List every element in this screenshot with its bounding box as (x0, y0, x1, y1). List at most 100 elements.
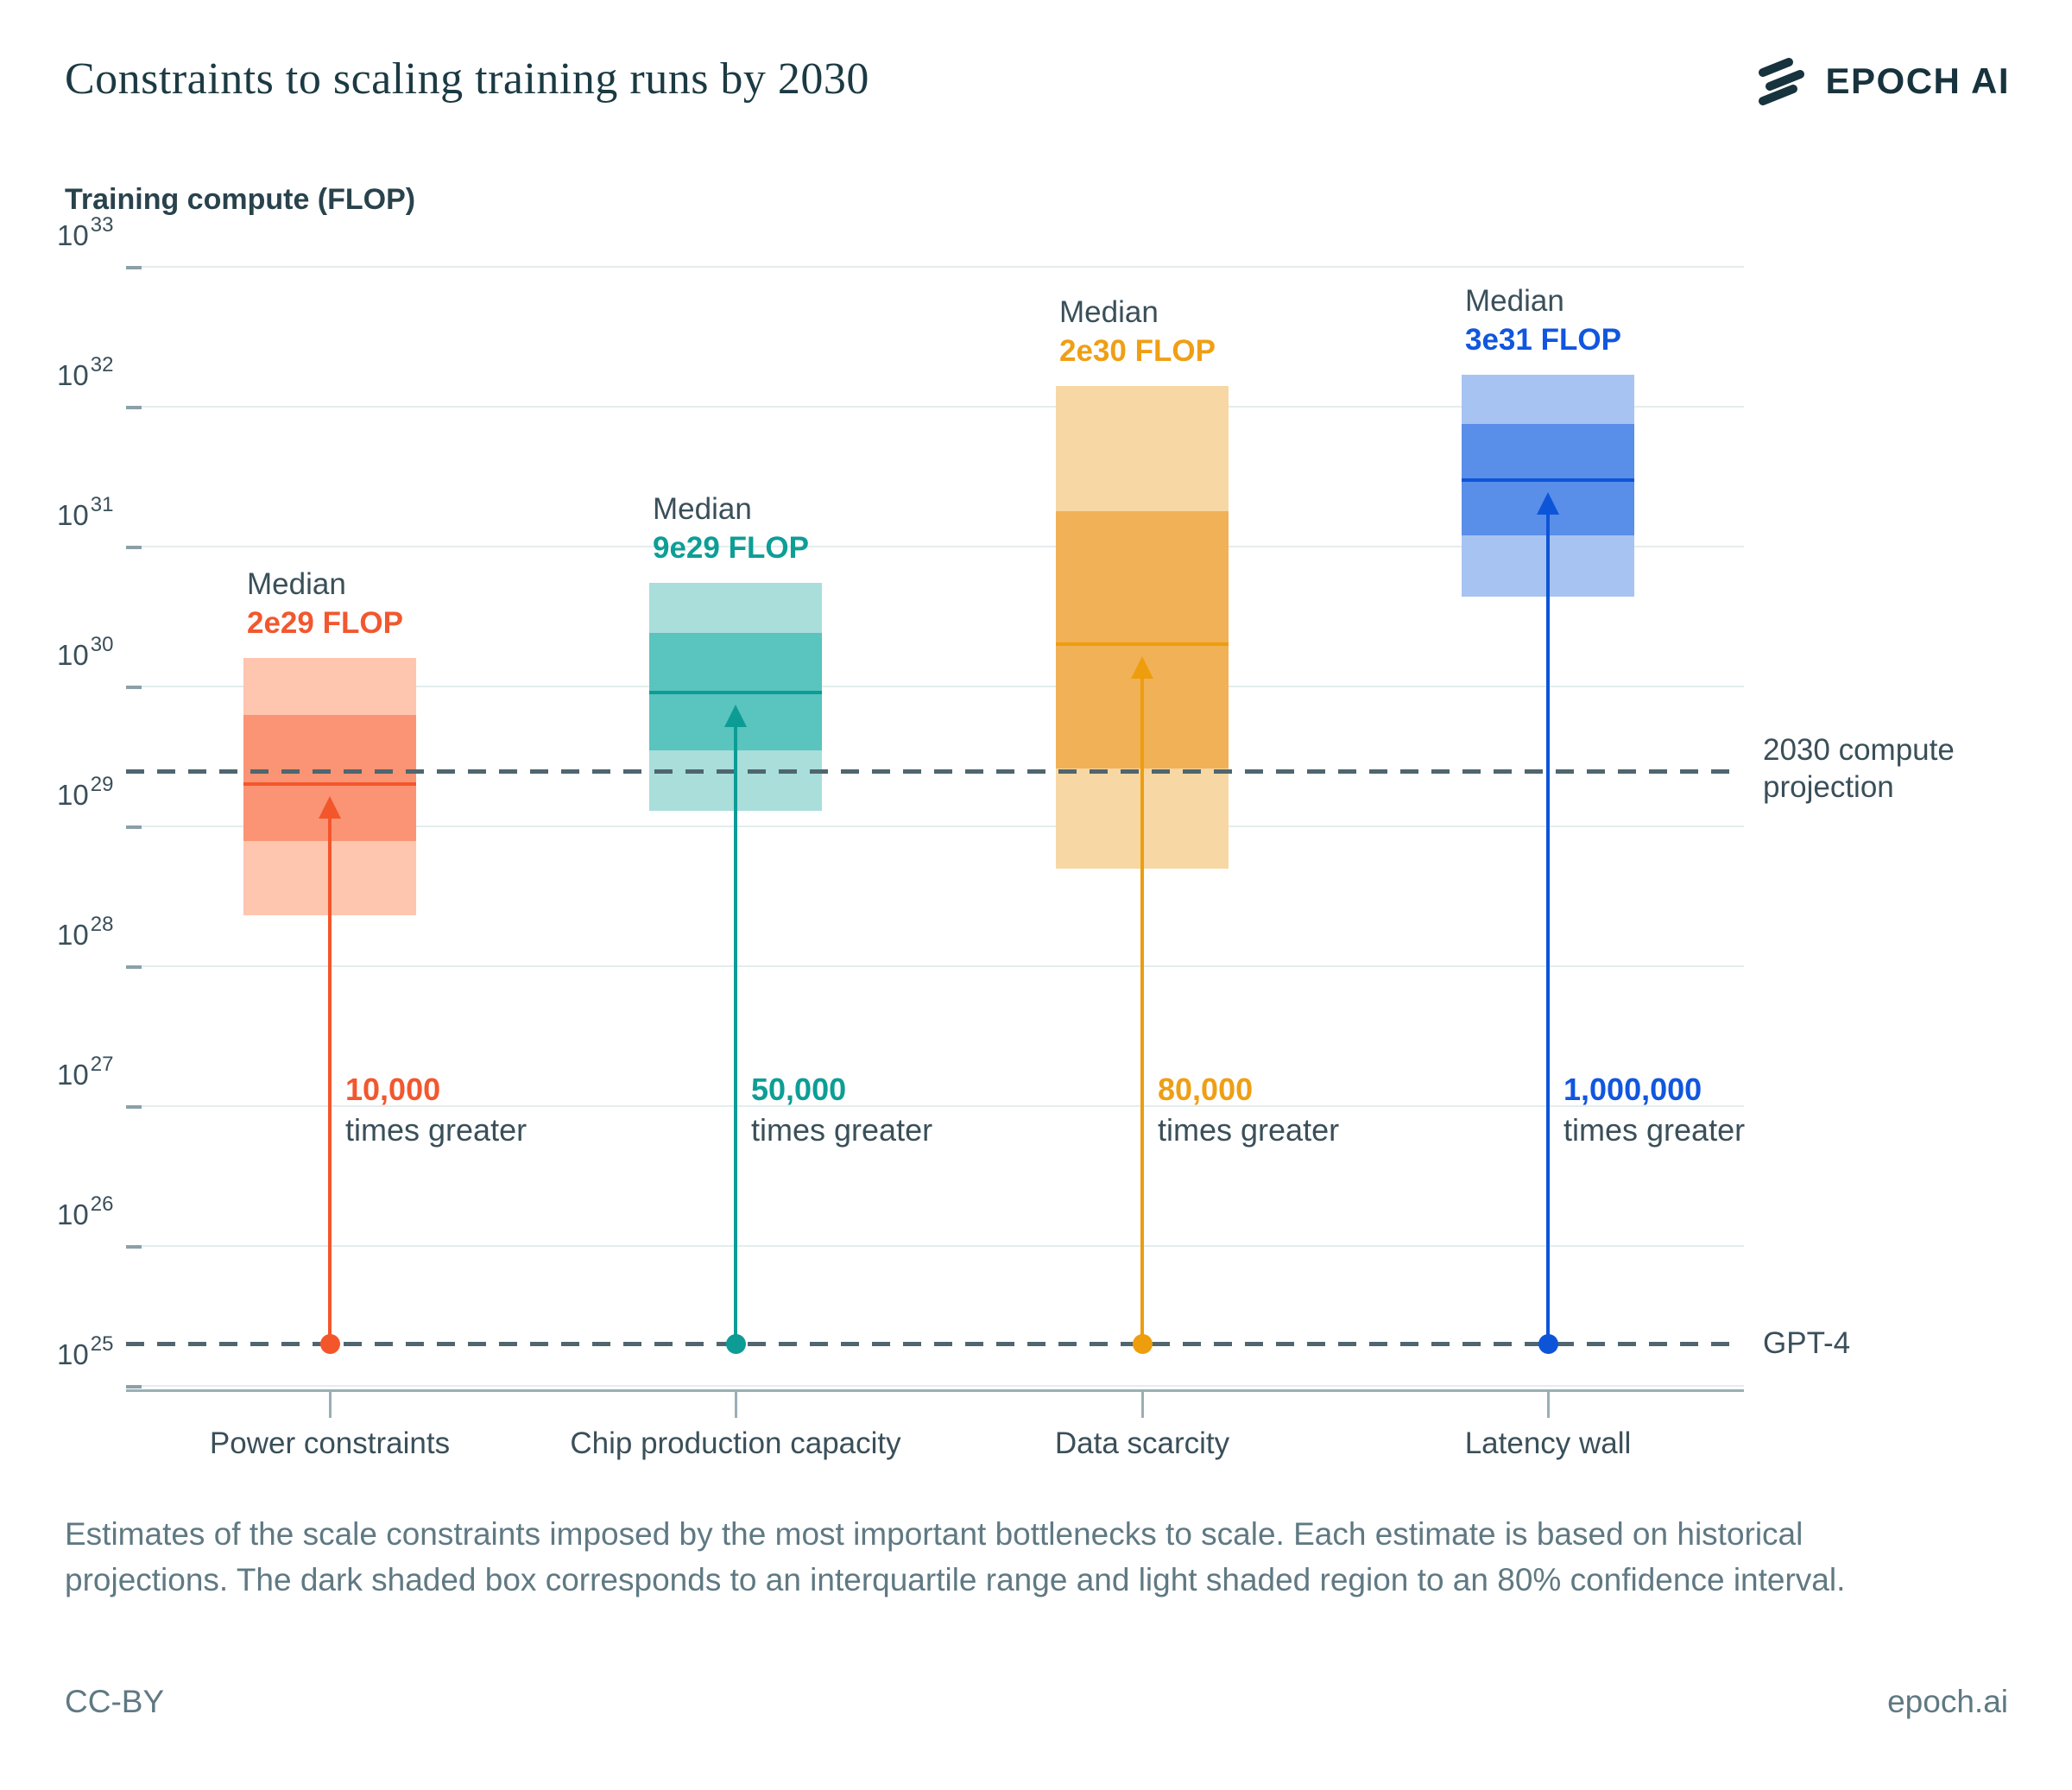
multiplier-suffix: times greater (1563, 1112, 1746, 1148)
median-value-label: 9e29 FLOP (653, 531, 809, 566)
y-tick-exponent: 25 (90, 1332, 114, 1356)
axis-tick-1e28 (126, 965, 142, 969)
multiplier-suffix: times greater (345, 1112, 527, 1148)
multiplier-label-data-scarcity: 80,000 times greater (1158, 1069, 1339, 1150)
axis-tick-1e27 (126, 1105, 142, 1109)
category-label-data-scarcity: Data scarcity (1054, 1426, 1230, 1460)
multiplier-value: 80,000 (1158, 1072, 1254, 1107)
y-tick-label-1e31: 1031 (57, 493, 139, 532)
median-value-label: 2e30 FLOP (1059, 334, 1216, 369)
median-line-power-constraints (243, 782, 416, 787)
axis-tick-1e25 (126, 1385, 142, 1388)
y-tick-label-1e26: 1026 (57, 1192, 139, 1231)
y-tick-exponent: 28 (90, 913, 114, 936)
category-tick-power-constraints (329, 1392, 332, 1418)
chart-title: Constraints to scaling training runs by … (65, 54, 869, 104)
median-word: Median (247, 566, 346, 601)
median-line-chip-production-capacity (649, 691, 822, 695)
y-tick-base: 10 (57, 1059, 89, 1091)
gpt4-dot-latency-wall (1538, 1334, 1558, 1355)
y-tick-base: 10 (57, 1338, 89, 1370)
category-tick-data-scarcity (1141, 1392, 1144, 1418)
arrow-head-latency-wall (1537, 491, 1559, 515)
category-tick-latency-wall (1547, 1392, 1550, 1418)
median-line-latency-wall (1462, 478, 1634, 482)
median-annotation-chip-production-capacity: Median 9e29 FLOP (653, 490, 809, 567)
brand: EPOCH AI (1753, 54, 2010, 109)
arrow-line-chip-production-capacity (734, 725, 737, 1344)
y-tick-base: 10 (57, 499, 89, 531)
arrow-head-chip-production-capacity (724, 705, 747, 728)
y-tick-exponent: 27 (90, 1053, 114, 1076)
y-tick-exponent: 26 (90, 1192, 114, 1216)
median-annotation-power-constraints: Median 2e29 FLOP (247, 565, 403, 642)
arrow-head-power-constraints (319, 796, 341, 819)
arrow-head-data-scarcity (1131, 656, 1153, 680)
gpt4-dot-chip-production-capacity (726, 1334, 746, 1355)
gridline-1e27 (126, 1105, 1744, 1107)
y-tick-label-1e30: 1030 (57, 633, 139, 672)
axis-tick-1e31 (126, 546, 142, 549)
gridline-1e30 (126, 686, 1744, 687)
ref-label-gpt4: GPT-4 (1763, 1326, 1851, 1361)
y-tick-exponent: 30 (90, 633, 114, 656)
axis-tick-1e29 (126, 825, 142, 829)
y-tick-base: 10 (57, 1199, 89, 1230)
multiplier-value: 1,000,000 (1563, 1072, 1702, 1107)
y-tick-base: 10 (57, 639, 89, 671)
median-annotation-latency-wall: Median 3e31 FLOP (1465, 281, 1621, 359)
multiplier-suffix: times greater (751, 1112, 933, 1148)
axis-tick-1e26 (126, 1245, 142, 1249)
gpt4-dot-power-constraints (320, 1334, 340, 1355)
y-tick-label-1e29: 1029 (57, 773, 139, 812)
gpt4-dot-data-scarcity (1133, 1334, 1153, 1355)
y-axis-title: Training compute (FLOP) (65, 183, 416, 216)
multiplier-suffix: times greater (1158, 1112, 1340, 1148)
gridline-1e29 (126, 825, 1744, 827)
median-word: Median (653, 492, 752, 527)
site-link[interactable]: epoch.ai (1887, 1684, 2008, 1719)
y-tick-label-1e33: 1033 (57, 213, 139, 252)
ref-label-projection-2030: 2030 compute projection (1763, 732, 1955, 804)
license-label: CC-BY (65, 1684, 165, 1719)
axis-tick-1e33 (126, 266, 142, 269)
median-annotation-data-scarcity: Median 2e30 FLOP (1059, 293, 1216, 370)
y-tick-label-1e27: 1027 (57, 1053, 139, 1091)
multiplier-label-chip-production-capacity: 50,000 times greater (751, 1069, 932, 1150)
y-tick-label-1e32: 1032 (57, 353, 139, 392)
epoch-logo-icon (1758, 58, 1804, 105)
gridline-1e33 (126, 266, 1744, 268)
y-tick-exponent: 33 (90, 213, 114, 237)
y-tick-base: 10 (57, 779, 89, 811)
x-axis-line (126, 1389, 1744, 1392)
median-value-label: 2e29 FLOP (247, 605, 403, 640)
gridline-1e26 (126, 1245, 1744, 1247)
arrow-line-latency-wall (1546, 512, 1550, 1344)
brand-name: EPOCH AI (1825, 60, 2010, 101)
gridline-1e32 (126, 406, 1744, 408)
category-tick-chip-production-capacity (735, 1392, 737, 1418)
y-tick-base: 10 (57, 219, 89, 251)
median-word: Median (1465, 283, 1564, 318)
y-tick-base: 10 (57, 919, 89, 951)
y-tick-label-1e28: 1028 (57, 913, 139, 952)
multiplier-value: 50,000 (751, 1072, 847, 1107)
y-tick-label-1e25: 1025 (57, 1332, 139, 1371)
gridline-1e25 (126, 1385, 1744, 1387)
gridline-1e31 (126, 546, 1744, 547)
y-tick-base: 10 (57, 359, 89, 391)
category-label-latency-wall: Latency wall (1464, 1426, 1632, 1460)
median-line-data-scarcity (1056, 642, 1229, 647)
category-label-power-constraints: Power constraints (209, 1426, 451, 1460)
median-value-label: 3e31 FLOP (1465, 322, 1621, 357)
multiplier-value: 10,000 (345, 1072, 441, 1107)
arrow-line-power-constraints (328, 817, 332, 1344)
multiplier-label-power-constraints: 10,000 times greater (345, 1069, 527, 1150)
arrow-line-data-scarcity (1140, 677, 1144, 1344)
y-tick-exponent: 31 (90, 493, 114, 516)
caption: Estimates of the scale constraints impos… (65, 1516, 1846, 1597)
ref-line-gpt4 (126, 1342, 1737, 1347)
axis-tick-1e32 (126, 406, 142, 409)
